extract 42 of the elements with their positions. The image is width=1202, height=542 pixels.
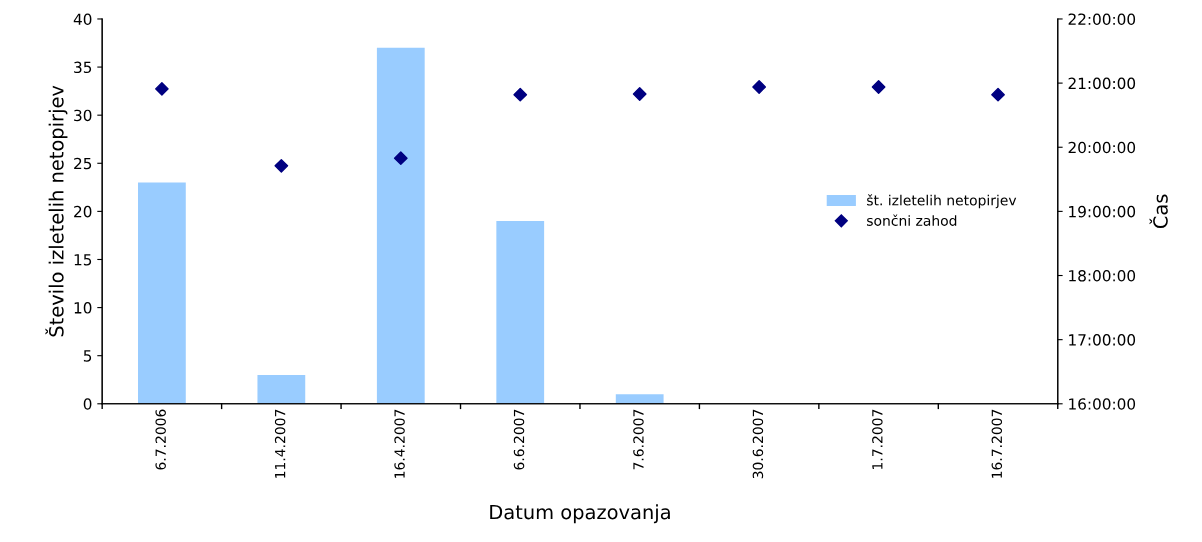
x-tick-label: 11.4.2007 xyxy=(274,409,286,478)
y2-tick-label: 19:00:00 xyxy=(1069,205,1136,218)
x-tick-label: 16.7.2007 xyxy=(991,409,1003,478)
y2-tick-label: 21:00:00 xyxy=(1068,77,1136,90)
point xyxy=(871,80,886,94)
bar xyxy=(138,182,186,404)
x-tick-label: 30.6.2007 xyxy=(752,409,764,479)
bar xyxy=(257,374,306,404)
y-axis-title: Število izletelih netopirjev xyxy=(45,85,68,337)
point xyxy=(991,87,1005,102)
point xyxy=(393,151,408,166)
y-tick-label: 40 xyxy=(73,13,92,25)
y-tick-label: 25 xyxy=(74,157,92,170)
bar xyxy=(615,394,664,404)
y-tick-label: 15 xyxy=(74,254,92,266)
x-tick-label: 6.7.2006 xyxy=(155,409,166,470)
y2-tick-label: 20:00:00 xyxy=(1068,141,1136,154)
y-tick-label: 30 xyxy=(74,109,92,122)
y2-tick-label: 16:00:00 xyxy=(1069,398,1136,410)
point xyxy=(154,81,169,96)
point xyxy=(752,80,767,94)
point xyxy=(632,87,647,101)
x-tick-label: 1.7.2007 xyxy=(872,409,883,469)
y2-tick-label: 17:00:00 xyxy=(1069,334,1136,346)
legend-label: sončni zahod xyxy=(867,214,957,226)
y2-tick-label: 22:00:00 xyxy=(1068,13,1136,25)
y2-axis-title: Čas xyxy=(1149,194,1168,229)
legend-label: št. izletelih netopirjev xyxy=(867,194,1017,209)
y-tick-label: 20 xyxy=(74,205,92,218)
point xyxy=(274,158,289,173)
x-tick-label: 7.6.2007 xyxy=(633,409,644,470)
y-tick-label: 10 xyxy=(74,302,92,314)
bar xyxy=(496,221,545,404)
y2-tick-label: 18:00:00 xyxy=(1069,269,1136,282)
x-tick-label: 16.4.2007 xyxy=(394,409,405,478)
bar xyxy=(376,47,425,404)
x-axis-title: Datum opazovanja xyxy=(490,504,670,524)
y-tick-label: 35 xyxy=(74,61,92,74)
point xyxy=(513,87,528,102)
y-tick-label: 5 xyxy=(83,350,92,362)
y-tick-label: 0 xyxy=(83,398,92,410)
x-tick-label: 6.6.2007 xyxy=(513,409,525,470)
